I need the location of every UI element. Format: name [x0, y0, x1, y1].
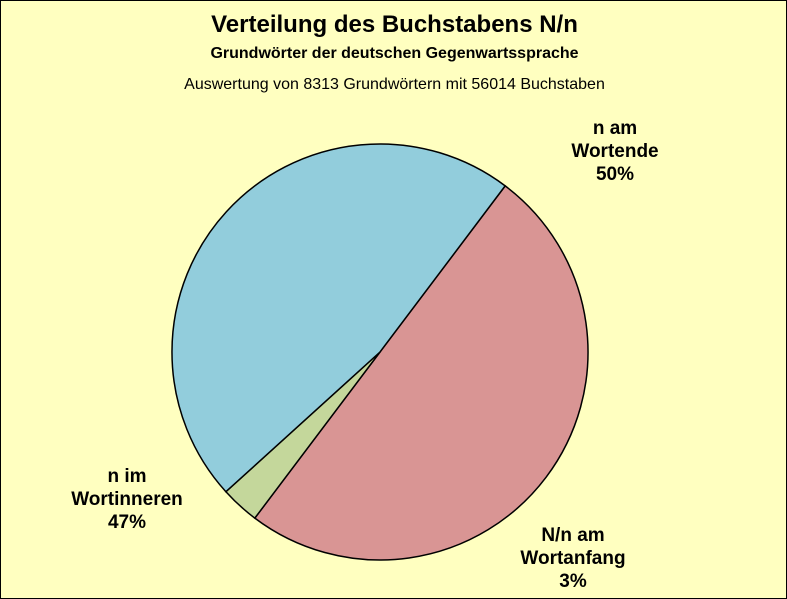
slice-label-1: n am Wortende 50% — [571, 118, 658, 185]
slice-label-2: N/n am Wortanfang 3% — [520, 525, 625, 592]
chart-subtitle-secondary: Auswertung von 8313 Grundwörtern mit 560… — [184, 76, 605, 93]
chart-subtitle: Grundwörter der deutschen Gegenwartsspra… — [210, 45, 579, 62]
slice-label-line: Wortinneren — [71, 489, 183, 510]
slice-label-line: N/n am — [541, 525, 604, 546]
slice-value-label: 50% — [596, 164, 634, 185]
slice-label-line: Wortanfang — [520, 548, 625, 569]
slice-value-label: 47% — [108, 512, 146, 533]
slice-value-label: 3% — [559, 571, 587, 592]
slice-label-line: Wortende — [571, 141, 658, 162]
slice-label-3: n im Wortinneren 47% — [71, 466, 183, 533]
slice-label-line: n am — [593, 118, 637, 139]
pie-slice-1 — [253, 184, 589, 561]
chart-title: Verteilung des Buchstabens N/n — [211, 11, 578, 38]
pie-slice-3 — [171, 143, 507, 493]
slice-label-line: n im — [107, 466, 146, 487]
